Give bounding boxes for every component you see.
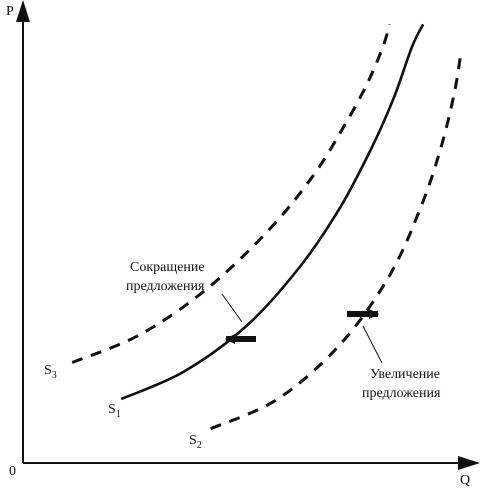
curve-label-s1-sub: 1 [116,409,121,420]
curve-label-s3-name: S [44,363,52,378]
decrease-annotation-line2: предложения [126,279,205,294]
x-axis-label: Q [460,473,470,488]
supply-curve-s1 [120,23,425,401]
origin-label: 0 [9,464,16,479]
supply-curve-s3 [71,23,391,364]
curve-label-s1-name: S [108,402,116,417]
curve-label-s3-sub: 3 [52,370,57,381]
increase-annotation-line2: предложения [362,386,441,401]
y-axis-arrow [16,0,30,22]
curve-label-s2-name: S [189,433,197,448]
increase-leader-line [362,325,383,364]
supply-curve-s2 [210,51,463,431]
increase-annotation-line1: Увеличение [370,367,440,382]
x-axis-arrow [458,456,480,470]
curve-label-s2-sub: 2 [197,440,202,451]
y-axis-label: P [6,4,14,19]
curve-label-s2: S2 [189,433,202,451]
curve-label-s3: S3 [44,363,57,381]
curve-label-s1: S1 [108,402,121,420]
decrease-leader-line [221,293,243,323]
decrease-annotation-line1: Сокращение [130,260,205,275]
